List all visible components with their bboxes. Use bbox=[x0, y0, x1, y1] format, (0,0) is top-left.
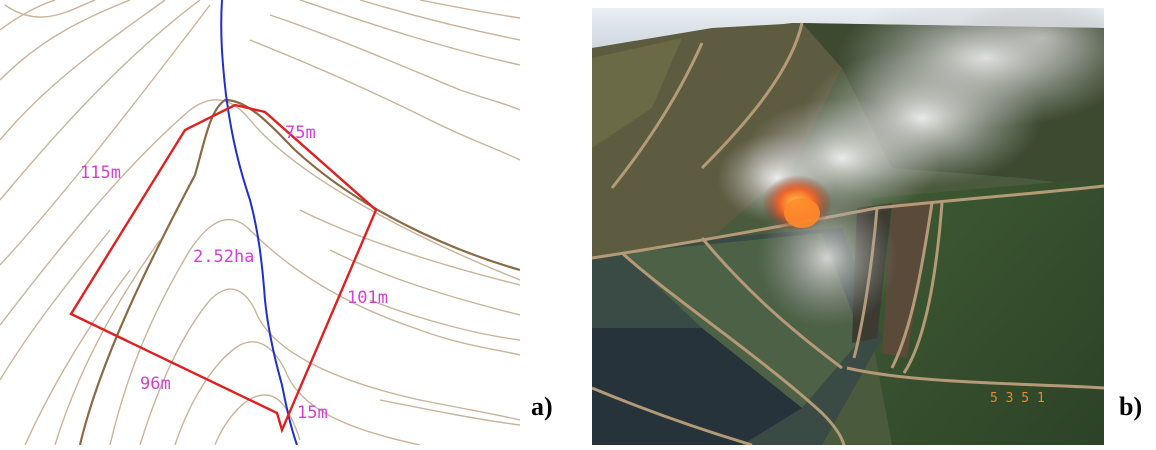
aerial-photo-panel: 5 3 5 1 bbox=[591, 0, 1137, 447]
side-label-15m: 15m bbox=[297, 403, 328, 423]
area-label: 2.52ha bbox=[193, 247, 254, 267]
panel-label-a: a) bbox=[531, 392, 553, 421]
side-label-75m: 75m bbox=[285, 123, 316, 143]
topographic-map-panel: 75m 115m 2.52ha 101m 96m 15m bbox=[0, 0, 521, 446]
panel-label-b: b) bbox=[1119, 392, 1143, 421]
photo-date-stamp: 5 3 5 1 bbox=[990, 391, 1045, 406]
aerial-fire-photo: 5 3 5 1 bbox=[591, 0, 1137, 447]
topographic-map: 75m 115m 2.52ha 101m 96m 15m bbox=[0, 0, 521, 446]
stream-line bbox=[220, 0, 298, 446]
contour-lines bbox=[0, 0, 521, 446]
side-label-101m: 101m bbox=[347, 288, 388, 308]
side-label-115m: 115m bbox=[80, 163, 121, 183]
burn-plot-boundary bbox=[69, 103, 378, 434]
side-label-96m: 96m bbox=[140, 374, 171, 394]
